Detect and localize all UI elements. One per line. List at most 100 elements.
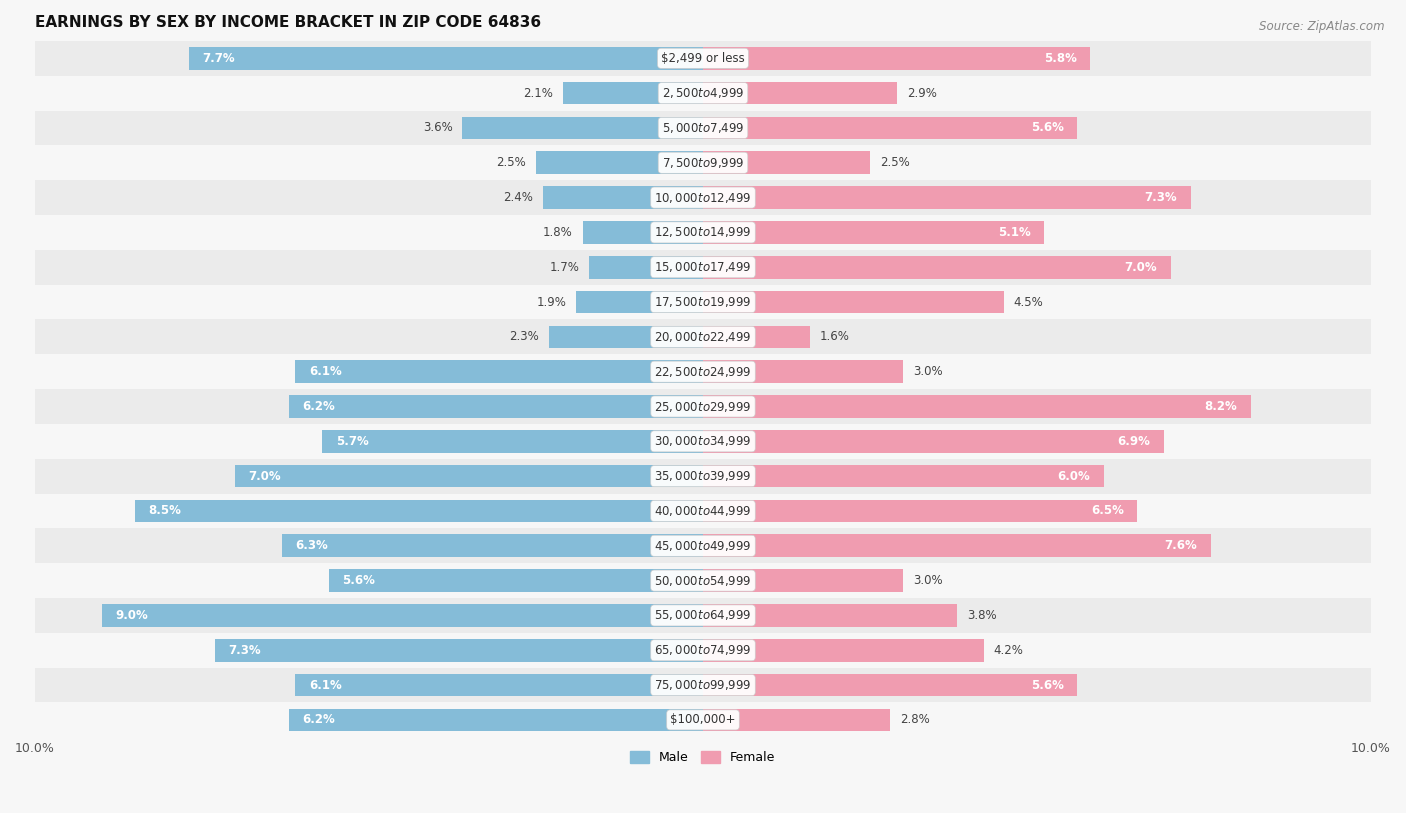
Text: 5.7%: 5.7% — [336, 435, 368, 448]
Text: 2.5%: 2.5% — [496, 156, 526, 169]
Bar — [0, 76, 1406, 111]
Bar — [101, 604, 703, 627]
Bar — [463, 116, 703, 139]
Bar — [703, 325, 810, 348]
Bar — [582, 221, 703, 244]
Text: 1.6%: 1.6% — [820, 330, 849, 343]
Text: 3.8%: 3.8% — [967, 609, 997, 622]
Text: 7.6%: 7.6% — [1164, 539, 1198, 552]
Text: 9.0%: 9.0% — [115, 609, 148, 622]
Bar — [703, 709, 890, 731]
Text: 8.5%: 8.5% — [149, 504, 181, 517]
Bar — [0, 250, 1406, 285]
Text: 2.3%: 2.3% — [509, 330, 540, 343]
Bar — [703, 360, 904, 383]
Text: 5.1%: 5.1% — [998, 226, 1031, 239]
Bar — [703, 569, 904, 592]
Bar — [295, 360, 703, 383]
Bar — [0, 285, 1406, 320]
Bar — [0, 459, 1406, 493]
Bar — [703, 186, 1191, 209]
Bar — [295, 674, 703, 697]
Text: 7.7%: 7.7% — [202, 52, 235, 65]
Bar — [283, 534, 703, 557]
Text: 6.1%: 6.1% — [309, 365, 342, 378]
Text: $75,000 to $99,999: $75,000 to $99,999 — [654, 678, 752, 692]
Text: 6.1%: 6.1% — [309, 679, 342, 692]
Text: 7.3%: 7.3% — [229, 644, 262, 657]
Bar — [0, 215, 1406, 250]
Text: 2.9%: 2.9% — [907, 87, 936, 100]
Bar — [0, 493, 1406, 528]
Bar — [703, 82, 897, 104]
Text: $40,000 to $44,999: $40,000 to $44,999 — [654, 504, 752, 518]
Text: $5,000 to $7,499: $5,000 to $7,499 — [662, 121, 744, 135]
Text: 4.5%: 4.5% — [1014, 296, 1043, 309]
Bar — [329, 569, 703, 592]
Bar — [0, 598, 1406, 633]
Bar — [0, 354, 1406, 389]
Text: 1.9%: 1.9% — [536, 296, 567, 309]
Bar — [0, 146, 1406, 180]
Bar — [589, 256, 703, 279]
Text: 6.9%: 6.9% — [1118, 435, 1150, 448]
Text: 5.6%: 5.6% — [342, 574, 375, 587]
Text: 4.2%: 4.2% — [994, 644, 1024, 657]
Text: 6.2%: 6.2% — [302, 713, 335, 726]
Text: 3.0%: 3.0% — [914, 574, 943, 587]
Text: 6.3%: 6.3% — [295, 539, 328, 552]
Bar — [703, 500, 1137, 522]
Text: 1.8%: 1.8% — [543, 226, 572, 239]
Text: 6.2%: 6.2% — [302, 400, 335, 413]
Text: $22,500 to $24,999: $22,500 to $24,999 — [654, 365, 752, 379]
Text: 2.8%: 2.8% — [900, 713, 929, 726]
Bar — [703, 47, 1091, 70]
Text: EARNINGS BY SEX BY INCOME BRACKET IN ZIP CODE 64836: EARNINGS BY SEX BY INCOME BRACKET IN ZIP… — [35, 15, 541, 30]
Text: Source: ZipAtlas.com: Source: ZipAtlas.com — [1260, 20, 1385, 33]
Text: 7.3%: 7.3% — [1144, 191, 1177, 204]
Bar — [188, 47, 703, 70]
Bar — [0, 320, 1406, 354]
Bar — [703, 116, 1077, 139]
Bar — [703, 395, 1251, 418]
Bar — [703, 465, 1104, 488]
Bar — [288, 709, 703, 731]
Text: 2.5%: 2.5% — [880, 156, 910, 169]
Bar — [703, 674, 1077, 697]
Text: $20,000 to $22,499: $20,000 to $22,499 — [654, 330, 752, 344]
Bar — [536, 151, 703, 174]
Bar — [703, 256, 1171, 279]
Bar — [0, 528, 1406, 563]
Text: 1.7%: 1.7% — [550, 261, 579, 274]
Text: $7,500 to $9,999: $7,500 to $9,999 — [662, 156, 744, 170]
Text: $10,000 to $12,499: $10,000 to $12,499 — [654, 190, 752, 205]
Text: 2.4%: 2.4% — [503, 191, 533, 204]
Bar — [562, 82, 703, 104]
Text: 3.6%: 3.6% — [423, 121, 453, 134]
Text: 7.0%: 7.0% — [1125, 261, 1157, 274]
Text: 5.8%: 5.8% — [1045, 52, 1077, 65]
Bar — [0, 702, 1406, 737]
Bar — [0, 389, 1406, 424]
Bar — [0, 424, 1406, 459]
Bar — [0, 41, 1406, 76]
Text: $55,000 to $64,999: $55,000 to $64,999 — [654, 608, 752, 623]
Bar — [703, 534, 1211, 557]
Bar — [703, 430, 1164, 453]
Bar — [0, 667, 1406, 702]
Bar — [135, 500, 703, 522]
Bar — [322, 430, 703, 453]
Bar — [543, 186, 703, 209]
Text: $35,000 to $39,999: $35,000 to $39,999 — [654, 469, 752, 483]
Text: $12,500 to $14,999: $12,500 to $14,999 — [654, 225, 752, 239]
Bar — [550, 325, 703, 348]
Text: $45,000 to $49,999: $45,000 to $49,999 — [654, 539, 752, 553]
Bar — [0, 563, 1406, 598]
Bar — [703, 151, 870, 174]
Text: $50,000 to $54,999: $50,000 to $54,999 — [654, 574, 752, 588]
Bar — [0, 633, 1406, 667]
Text: $15,000 to $17,499: $15,000 to $17,499 — [654, 260, 752, 274]
Bar — [215, 639, 703, 662]
Text: 2.1%: 2.1% — [523, 87, 553, 100]
Bar — [703, 221, 1043, 244]
